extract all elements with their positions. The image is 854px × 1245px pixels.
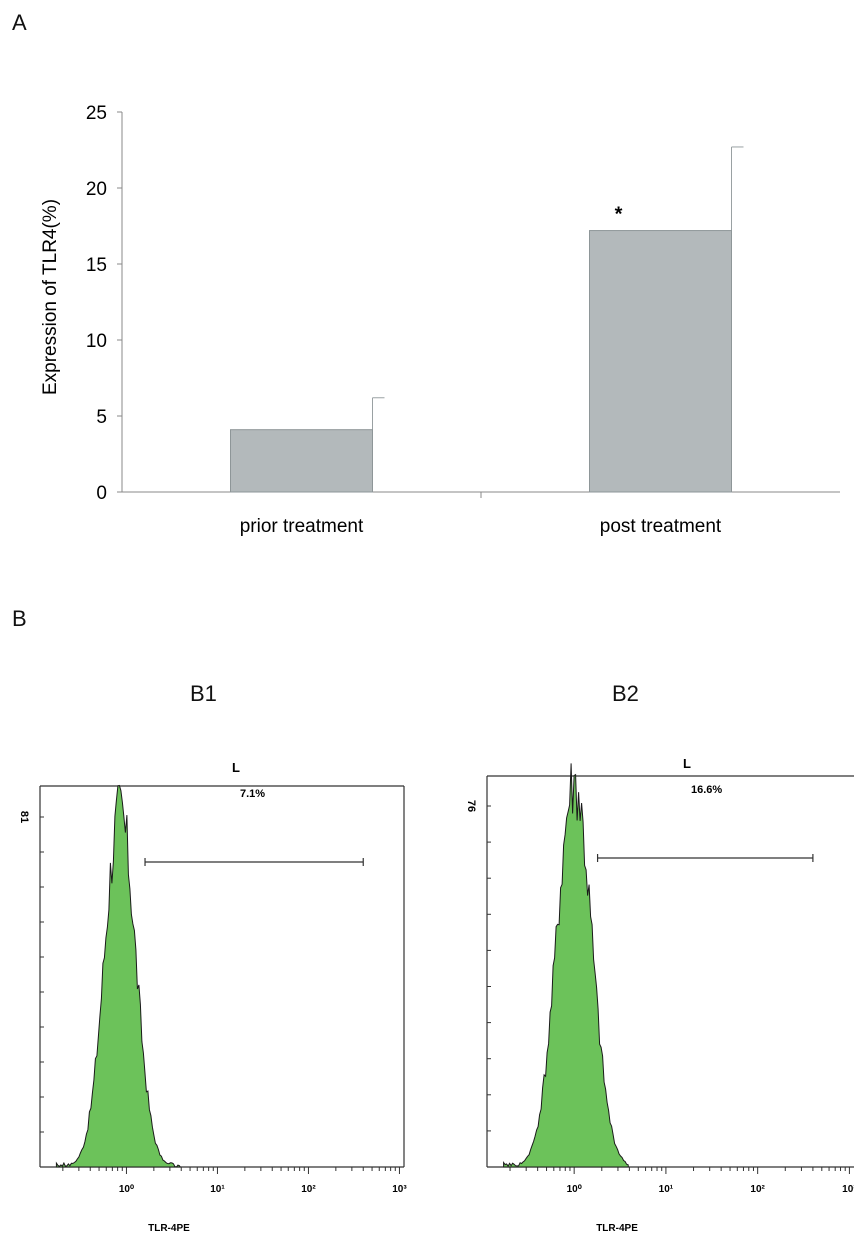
x-tick-label: 10¹ <box>210 1184 225 1195</box>
gate-percent: 16.6% <box>691 784 722 796</box>
gate-label: L <box>232 760 240 775</box>
x-tick-label: 10² <box>301 1184 316 1195</box>
bar <box>230 429 373 493</box>
y-tick-label: 5 <box>96 407 107 428</box>
gate-percent: 7.1% <box>240 788 265 800</box>
panel-label-a: A <box>12 10 27 35</box>
y-tick-label: 10 <box>86 331 107 352</box>
y-tick-label: 25 <box>86 103 107 124</box>
x-tick-label: post treatment <box>600 516 722 537</box>
x-tick-label: 10³ <box>842 1184 854 1195</box>
gate-label: L <box>683 756 691 771</box>
x-tick-label: 10⁰ <box>119 1184 134 1195</box>
y-max-label: 81 <box>18 811 30 823</box>
x-axis-title: TLR-4PE <box>148 1223 190 1234</box>
y-axis-title: Expression of TLR4(%) <box>40 199 61 395</box>
histogram-area <box>503 763 629 1168</box>
x-tick-label: 10³ <box>392 1184 407 1195</box>
panel-title-b2: B2 <box>612 681 639 706</box>
y-tick-label: 20 <box>86 179 107 200</box>
x-tick-label: 10² <box>750 1184 765 1195</box>
x-axis-title: TLR-4PE <box>596 1223 638 1234</box>
panel-title-b1: B1 <box>190 681 217 706</box>
y-tick-label: 0 <box>96 483 107 504</box>
y-max-label: 76 <box>465 800 477 812</box>
bar <box>589 230 732 493</box>
x-tick-label: 10⁰ <box>567 1184 582 1195</box>
significance-marker: * <box>615 204 623 226</box>
x-tick-label: 10¹ <box>659 1184 674 1195</box>
x-tick-label: prior treatment <box>240 516 364 537</box>
y-tick-label: 15 <box>86 255 107 276</box>
histogram-area <box>55 784 182 1168</box>
panel-label-b: B <box>12 606 27 631</box>
